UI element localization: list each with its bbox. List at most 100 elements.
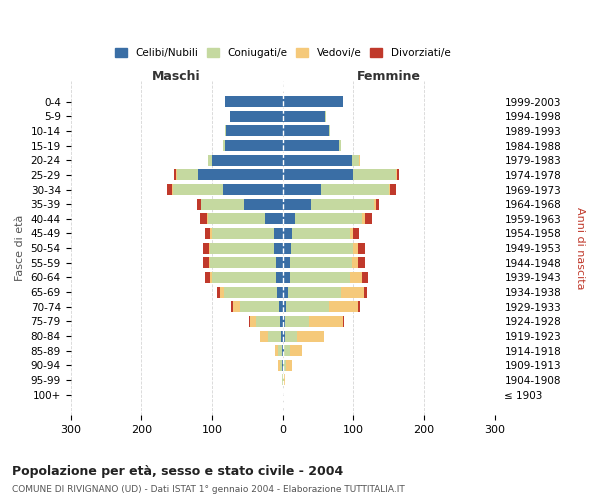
Bar xyxy=(197,198,200,209)
Bar xyxy=(208,214,265,224)
Bar xyxy=(283,198,311,209)
Bar xyxy=(240,301,279,312)
Bar xyxy=(390,184,395,195)
Bar xyxy=(277,286,283,298)
Bar xyxy=(389,184,390,195)
Bar xyxy=(376,198,379,209)
Bar xyxy=(211,258,275,268)
Bar xyxy=(212,272,275,283)
Bar xyxy=(207,214,208,224)
Bar xyxy=(210,272,212,283)
Bar xyxy=(282,360,283,371)
Bar xyxy=(224,96,283,107)
Bar xyxy=(362,272,368,283)
Bar xyxy=(353,242,358,254)
Bar xyxy=(211,228,212,239)
Bar xyxy=(329,301,358,312)
Bar xyxy=(283,258,290,268)
Bar xyxy=(283,170,353,180)
Bar xyxy=(362,214,365,224)
Bar xyxy=(358,258,365,268)
Bar xyxy=(283,374,284,386)
Bar xyxy=(265,214,283,224)
Bar xyxy=(365,214,371,224)
Text: Maschi: Maschi xyxy=(152,70,201,82)
Bar xyxy=(279,301,283,312)
Bar xyxy=(359,155,361,166)
Bar xyxy=(223,184,283,195)
Bar xyxy=(285,330,298,342)
Bar xyxy=(283,228,292,239)
Bar xyxy=(268,330,281,342)
Bar xyxy=(283,272,290,283)
Bar xyxy=(233,301,240,312)
Bar xyxy=(283,126,329,136)
Bar xyxy=(341,286,364,298)
Bar xyxy=(230,111,283,122)
Bar xyxy=(329,126,330,136)
Bar xyxy=(274,228,283,239)
Bar xyxy=(325,111,326,122)
Bar xyxy=(226,126,283,136)
Bar xyxy=(283,360,286,371)
Bar xyxy=(203,258,209,268)
Bar xyxy=(209,258,211,268)
Bar xyxy=(352,155,359,166)
Bar xyxy=(395,170,397,180)
Bar xyxy=(283,316,285,327)
Bar xyxy=(275,345,278,356)
Bar xyxy=(353,170,395,180)
Bar xyxy=(282,345,283,356)
Bar xyxy=(172,184,173,195)
Text: Popolazione per età, sesso e stato civile - 2004: Popolazione per età, sesso e stato civil… xyxy=(12,465,343,478)
Bar xyxy=(283,155,352,166)
Bar xyxy=(280,360,282,371)
Bar xyxy=(224,140,283,151)
Bar xyxy=(275,258,283,268)
Bar xyxy=(283,140,339,151)
Bar xyxy=(220,286,224,298)
Bar xyxy=(176,170,198,180)
Bar xyxy=(286,360,292,371)
Bar xyxy=(374,198,376,209)
Bar xyxy=(283,345,284,356)
Bar xyxy=(244,198,283,209)
Bar xyxy=(290,272,350,283)
Bar xyxy=(250,316,256,327)
Bar xyxy=(278,360,280,371)
Bar xyxy=(211,242,274,254)
Bar xyxy=(358,242,365,254)
Bar xyxy=(397,170,398,180)
Bar xyxy=(212,228,274,239)
Bar xyxy=(283,330,285,342)
Bar xyxy=(291,242,353,254)
Bar xyxy=(343,316,344,327)
Bar xyxy=(283,111,325,122)
Bar xyxy=(208,155,212,166)
Bar xyxy=(339,140,341,151)
Bar xyxy=(284,345,290,356)
Bar xyxy=(284,374,286,386)
Bar xyxy=(281,330,283,342)
Bar xyxy=(310,316,343,327)
Bar xyxy=(260,330,268,342)
Bar xyxy=(358,301,359,312)
Bar xyxy=(173,184,223,195)
Bar xyxy=(298,330,324,342)
Bar xyxy=(283,242,291,254)
Bar xyxy=(209,242,211,254)
Bar xyxy=(280,316,283,327)
Bar xyxy=(350,228,353,239)
Bar xyxy=(283,96,343,107)
Bar xyxy=(283,301,286,312)
Bar xyxy=(292,228,350,239)
Bar xyxy=(175,170,176,180)
Legend: Celibi/Nubili, Coniugati/e, Vedovi/e, Divorziati/e: Celibi/Nubili, Coniugati/e, Vedovi/e, Di… xyxy=(113,46,452,60)
Bar xyxy=(286,301,329,312)
Bar xyxy=(283,214,295,224)
Bar xyxy=(205,228,211,239)
Bar xyxy=(203,242,209,254)
Y-axis label: Anni di nascita: Anni di nascita xyxy=(575,207,585,290)
Bar xyxy=(352,258,358,268)
Text: COMUNE DI RIVIGNANO (UD) - Dati ISTAT 1° gennaio 2004 - Elaborazione TUTTITALIA.: COMUNE DI RIVIGNANO (UD) - Dati ISTAT 1°… xyxy=(12,485,405,494)
